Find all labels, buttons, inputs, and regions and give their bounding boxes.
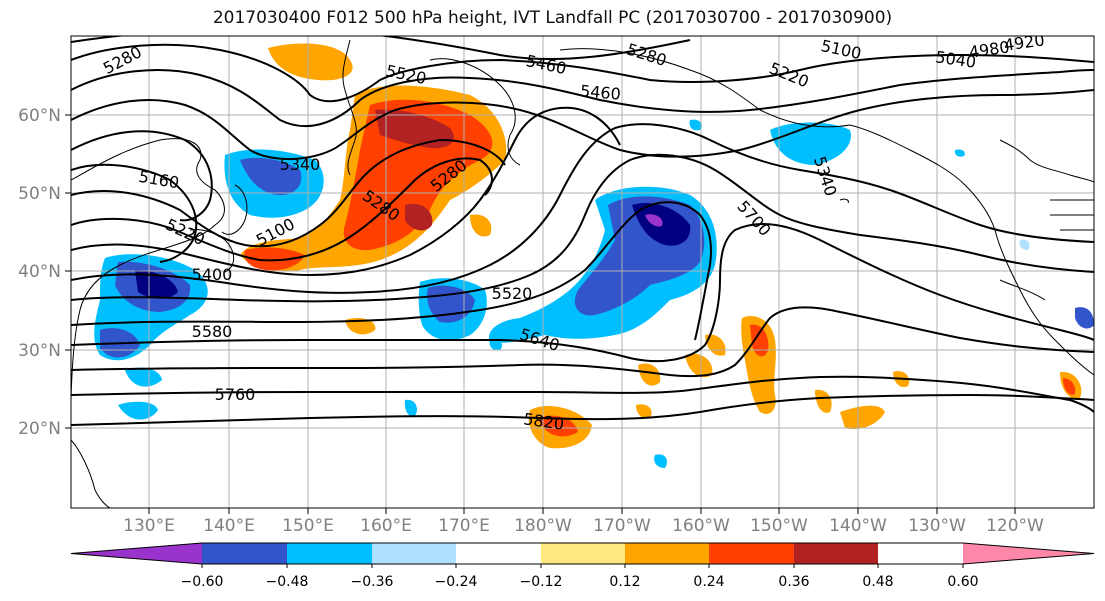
lon-label: 160°E <box>360 516 412 536</box>
contour-label: 5340 <box>280 155 321 174</box>
lon-label: 170°E <box>438 516 490 536</box>
longitude-axis: 130°E 140°E 150°E 160°E 170°E 180°W 170°… <box>123 508 1044 536</box>
lat-label: 40°N <box>18 262 61 282</box>
lon-label: 140°W <box>829 516 887 536</box>
colorbar-segments <box>70 542 1095 565</box>
lon-label: 140°E <box>203 516 255 536</box>
colorbar-segment <box>625 543 709 564</box>
map-title: 2017030400 F012 500 hPa height, IVT Land… <box>212 8 893 28</box>
colorbar-segment <box>287 543 372 564</box>
colorbar-label: −0.48 <box>266 574 309 590</box>
lon-label: 160°W <box>672 516 730 536</box>
lon-label: 150°W <box>750 516 808 536</box>
lat-label: 20°N <box>18 419 61 439</box>
colorbar-segment <box>372 543 456 564</box>
lon-label: 150°E <box>282 516 334 536</box>
lat-label: 50°N <box>18 184 61 204</box>
colorbar-label: 0.48 <box>862 574 893 590</box>
colorbar-label: 0.36 <box>778 574 809 590</box>
contour-label: 5760 <box>215 385 256 404</box>
contour-label: 5520 <box>492 284 533 303</box>
coastlines <box>71 39 1094 508</box>
height-contours <box>71 36 1094 426</box>
lon-label: 130°E <box>123 516 175 536</box>
colorbar-segment <box>709 543 794 564</box>
contour-label: 5580 <box>192 322 233 341</box>
colorbar-label: 0.12 <box>609 574 640 590</box>
latitude-axis: 60°N 50°N 40°N 30°N 20°N <box>18 106 71 439</box>
positive-ivt-shading <box>240 43 1082 449</box>
colorbar-ticks <box>201 564 964 568</box>
lon-label: 120°W <box>986 516 1044 536</box>
colorbar-label: −0.60 <box>181 574 224 590</box>
colorbar: −0.60 −0.48 −0.36 −0.24 −0.12 0.12 0.24 … <box>70 542 1095 590</box>
colorbar-label: 0.60 <box>947 574 978 590</box>
colorbar-segment <box>456 543 541 564</box>
colorbar-label: 0.24 <box>693 574 724 590</box>
colorbar-label: −0.36 <box>351 574 394 590</box>
lon-label: 180°W <box>514 516 572 536</box>
contour-label: 5460 <box>579 81 621 103</box>
lat-label: 60°N <box>18 106 61 126</box>
colorbar-segment <box>794 543 878 564</box>
contour-label: 4920 <box>1003 30 1046 54</box>
colorbar-label: −0.24 <box>435 574 478 590</box>
colorbar-segment <box>541 543 625 564</box>
map-border <box>70 35 1095 509</box>
lat-label: 30°N <box>18 341 61 361</box>
map-area: 5280 5520 5460 5280 5100 5220 4980 4920 … <box>71 30 1094 508</box>
lon-label: 170°W <box>593 516 651 536</box>
colorbar-extend-high <box>963 543 1094 564</box>
colorbar-label: −0.12 <box>520 574 563 590</box>
colorbar-segment <box>202 543 287 564</box>
contour-label: 5400 <box>192 265 233 284</box>
lon-label: 130°W <box>908 516 966 536</box>
colorbar-extend-low <box>71 543 202 564</box>
